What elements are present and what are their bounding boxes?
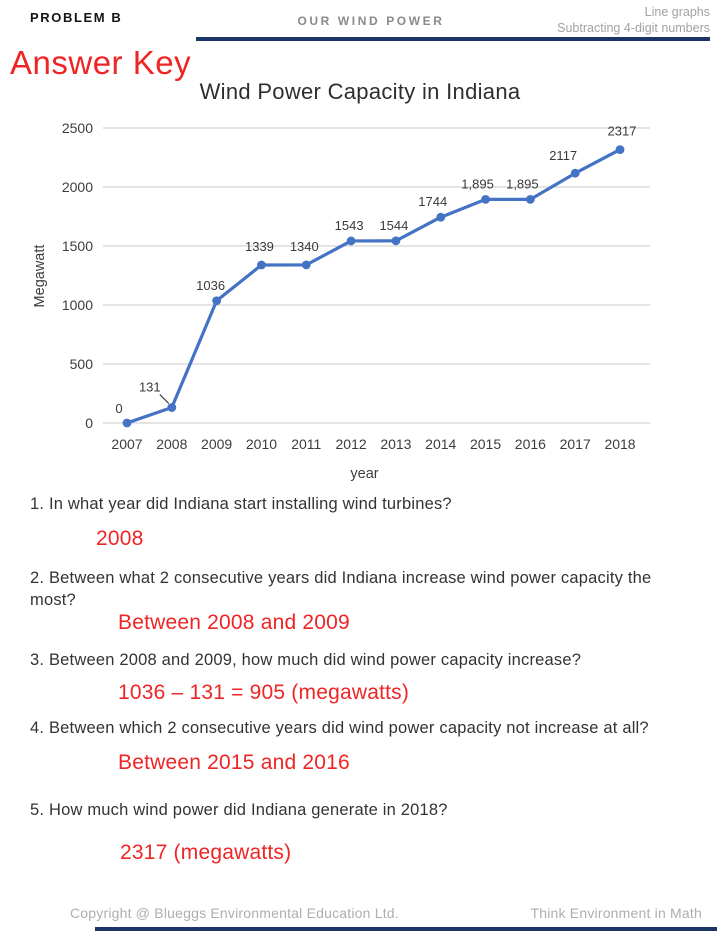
data-point-label: 2117 [549,148,577,163]
data-point-marker [615,145,625,154]
question-2: 2. Between what 2 consecutive years did … [30,567,692,611]
y-axis-tick-label: 2000 [62,179,93,195]
data-point-label: 131 [139,380,161,395]
data-point-marker [212,296,222,306]
y-axis-title: Megawatt [32,245,48,308]
x-axis-tick-label: 2007 [111,436,142,452]
x-axis-tick-label: 2008 [156,436,187,452]
data-point-marker [525,194,535,204]
question-3: 3. Between 2008 and 2009, how much did w… [30,649,692,671]
line-chart: 0 500 1000 1500 2000 2500 2007 2008 2009 2010 2011… [32,120,650,482]
problem-label: PROBLEM B [30,10,123,25]
question-1-number: 1. [30,495,45,513]
data-point-label: 1,895 [461,176,494,191]
x-axis-tick-label: 2012 [336,436,367,452]
topic-lines: Line graphs Subtracting 4-digit numbers [450,4,710,36]
data-point-marker [301,260,311,270]
data-point-label: 1,895 [506,176,539,191]
x-axis-tick-label: 2010 [246,436,277,452]
x-axis-tick-label: 2017 [560,436,591,452]
data-point-label: 1744 [418,194,447,209]
answer-4: Between 2015 and 2016 [118,751,350,774]
chart-title: Wind Power Capacity in Indiana [199,79,521,104]
y-axis-tick-label: 0 [85,415,93,431]
header-divider-rule [196,37,710,41]
data-point-marker [481,194,490,204]
x-axis-tick-label: 2014 [425,436,456,452]
question-4-text: Between which 2 consecutive years did wi… [48,719,649,737]
x-axis-tick-label: 2011 [291,436,321,452]
y-axis-tick-label: 1000 [62,297,93,313]
data-point-label: 1340 [290,239,319,254]
data-point-label: 1543 [335,218,364,233]
data-point-label: 0 [115,401,122,416]
question-5: 5. How much wind power did Indiana gener… [30,799,692,821]
y-axis-tick-label: 500 [70,356,94,372]
x-axis-tick-label: 2009 [201,436,232,452]
footer-tagline: Think Environment in Math [530,905,702,921]
data-point-marker [257,260,266,270]
answer-key-label: Answer Key [10,44,192,81]
answer-2: Between 2008 and 2009 [118,611,350,634]
x-axis-tick-label: 2016 [515,436,546,452]
data-point-marker [436,212,446,222]
answer-3: 1036 – 131 = 905 (megawatts) [118,681,410,704]
data-point-marker [570,168,580,178]
data-point-label: 1339 [245,239,274,254]
data-point-label: 1544 [379,218,408,233]
footer-copyright: Copyright @ Blueggs Environmental Educat… [70,905,399,921]
topic-line-2: Subtracting 4-digit numbers [557,21,710,35]
x-axis-tick-label: 2015 [470,436,501,452]
data-point-marker [167,403,177,412]
data-point-label: 1036 [196,278,225,293]
question-1: 1. In what year did Indiana start instal… [30,493,692,515]
data-point-marker [391,236,401,246]
question-2-number: 2. [30,569,45,587]
x-axis-title: year [350,466,378,482]
question-5-text: How much wind power did Indiana generate… [48,801,448,819]
question-4-number: 4. [30,719,45,737]
data-point-label: 2317 [608,124,637,139]
question-3-number: 3. [30,651,45,669]
data-point-marker [346,236,356,246]
data-point-marker [122,418,132,428]
question-2-text: Between what 2 consecutive years did Ind… [30,569,652,609]
x-axis-tick-label: 2013 [380,436,411,452]
question-3-text: Between 2008 and 2009, how much did wind… [48,651,582,669]
topic-line-1: Line graphs [644,5,710,19]
y-axis-tick-label: 2500 [62,120,93,136]
question-1-text: In what year did Indiana start installin… [48,495,452,513]
data-label-leader-line [159,394,170,404]
y-axis-tick-label: 1500 [62,238,93,254]
answer-5: 2317 (megawatts) [120,841,292,864]
footer-divider-rule [95,927,717,931]
worksheet-title: OUR WIND POWER [297,14,445,28]
x-axis-tick-label: 2018 [604,436,635,452]
answer-1: 2008 [96,527,144,550]
data-series-line [125,147,622,425]
question-4: 4. Between which 2 consecutive years did… [30,717,692,739]
question-5-number: 5. [30,801,45,819]
